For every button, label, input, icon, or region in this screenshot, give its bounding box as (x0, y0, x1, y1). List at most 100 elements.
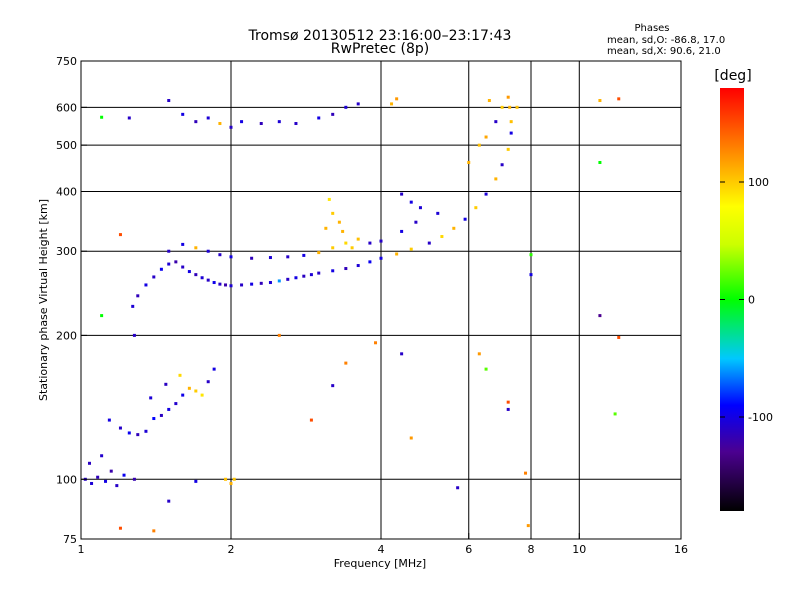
data-point (494, 120, 498, 124)
data-point (277, 333, 281, 337)
data-point (327, 197, 331, 201)
data-point (598, 160, 602, 164)
data-point (344, 361, 348, 365)
data-point (115, 484, 119, 488)
data-point (206, 278, 210, 282)
data-point (436, 211, 440, 215)
data-point (331, 269, 335, 273)
data-point (487, 99, 491, 103)
x-tick-label: 6 (465, 543, 472, 556)
data-point (118, 233, 122, 237)
data-point (356, 264, 360, 268)
x-tick-label: 4 (378, 543, 385, 556)
data-point (194, 389, 198, 393)
data-point (368, 260, 372, 264)
data-point (331, 384, 335, 388)
data-point (159, 413, 163, 417)
data-point (250, 282, 254, 286)
data-point (218, 122, 222, 126)
data-point (181, 393, 185, 397)
data-point (418, 206, 422, 210)
data-point (104, 479, 108, 483)
data-point (118, 526, 122, 530)
phase-title: Phases (634, 23, 669, 34)
y-tick-label: 500 (56, 139, 77, 152)
data-point (317, 271, 321, 275)
data-point (337, 220, 341, 224)
data-point (206, 380, 210, 384)
y-tick-label: 400 (56, 185, 77, 198)
data-point (107, 418, 111, 422)
data-point (484, 367, 488, 371)
data-point (250, 256, 254, 260)
data-point (194, 273, 198, 277)
data-point (181, 242, 185, 246)
data-point (509, 120, 513, 124)
data-point (167, 262, 171, 266)
data-point (174, 402, 178, 406)
data-point (240, 283, 244, 287)
data-point (90, 481, 94, 485)
data-point (463, 217, 467, 221)
data-point (494, 177, 498, 181)
data-point (440, 235, 444, 239)
data-point (167, 99, 171, 103)
x-tick-label: 10 (572, 543, 586, 556)
data-point (400, 192, 404, 196)
data-point (200, 276, 204, 280)
chart-title-line2: RwPretec (8p) (331, 41, 429, 57)
data-point (506, 400, 510, 404)
data-point (232, 477, 236, 481)
data-point (302, 253, 306, 257)
data-point (317, 251, 321, 255)
data-point (302, 274, 306, 278)
data-point (149, 396, 153, 400)
data-point (400, 352, 404, 356)
data-point (268, 256, 272, 260)
colorbar-ticks: 100 0 -100 (720, 176, 773, 424)
y-tick-label: 100 (56, 473, 77, 486)
data-point (127, 431, 131, 435)
data-point (118, 426, 122, 430)
data-point (187, 386, 191, 390)
data-point (400, 229, 404, 233)
data-point (224, 283, 228, 287)
y-tick-label: 600 (56, 101, 77, 114)
data-point (100, 115, 104, 119)
x-tick-label: 8 (528, 543, 535, 556)
data-point (617, 335, 621, 339)
data-point (152, 417, 156, 421)
data-point (224, 477, 228, 481)
data-point (194, 246, 198, 250)
data-point (395, 97, 399, 101)
data-point (331, 112, 335, 116)
data-point (132, 333, 136, 337)
data-point (477, 352, 481, 356)
data-point (356, 237, 360, 241)
data-point (167, 407, 171, 411)
data-point (127, 116, 131, 120)
data-point (144, 429, 148, 433)
data-point (508, 105, 512, 109)
data-point (87, 461, 91, 465)
data-point (206, 116, 210, 120)
x-tick-label: 2 (228, 543, 235, 556)
data-point (294, 276, 298, 280)
data-point (152, 275, 156, 279)
data-point (331, 246, 335, 250)
data-point (181, 265, 185, 269)
data-point (259, 122, 263, 126)
data-point (344, 241, 348, 245)
data-point (414, 220, 418, 224)
data-point (194, 120, 198, 124)
data-point (317, 116, 321, 120)
data-point (324, 226, 328, 230)
data-point (467, 160, 471, 164)
data-point (229, 481, 233, 485)
data-point (529, 273, 533, 277)
data-point (500, 163, 504, 167)
data-point (294, 122, 298, 126)
data-point (181, 112, 185, 116)
chart-title-line1: Tromsø 20130512 23:16:00–23:17:43 (248, 28, 512, 44)
